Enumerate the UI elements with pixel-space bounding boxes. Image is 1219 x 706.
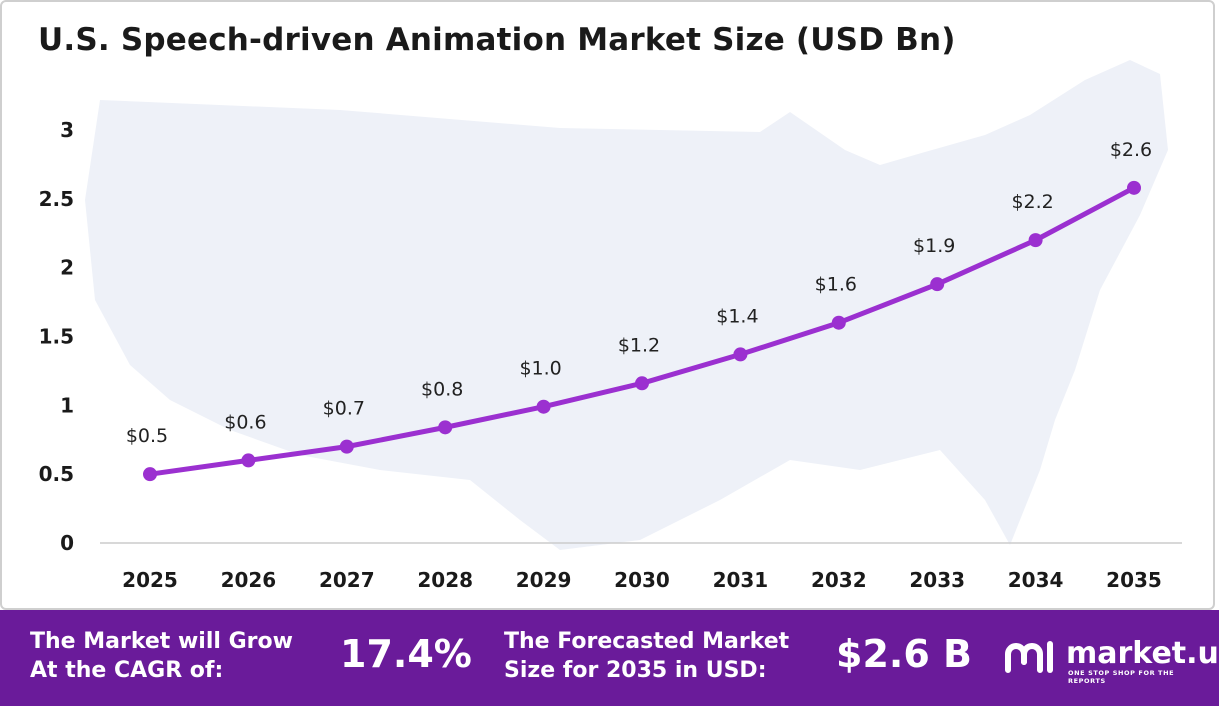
logo-name: market.us — [1066, 636, 1219, 671]
x-tick-label: 2033 — [909, 568, 965, 592]
x-tick-label: 2030 — [614, 568, 670, 592]
x-tick-label: 2026 — [221, 568, 277, 592]
data-label: $2.6 — [1110, 139, 1152, 161]
data-point — [143, 467, 157, 482]
data-point — [536, 399, 551, 414]
data-label: $1.4 — [716, 305, 758, 327]
data-label: $0.8 — [421, 378, 463, 400]
data-point — [241, 453, 256, 468]
y-tick-label: 2.5 — [39, 187, 74, 211]
data-point — [1127, 180, 1141, 195]
data-label: $0.5 — [126, 425, 168, 447]
data-point — [831, 315, 846, 330]
data-label: $1.9 — [913, 235, 955, 257]
marketus-logo: market.us ONE STOP SHOP FOR THE REPORTS — [1004, 636, 1219, 685]
data-point — [438, 420, 453, 435]
data-label: $0.6 — [224, 411, 266, 433]
data-point — [1028, 233, 1043, 248]
data-point — [339, 439, 354, 454]
y-tick-label: 1 — [60, 393, 74, 417]
logo-tagline: ONE STOP SHOP FOR THE REPORTS — [1068, 669, 1175, 685]
y-tick-label: 2 — [60, 256, 74, 280]
us-map-background — [85, 60, 1168, 550]
x-tick-label: 2028 — [417, 568, 473, 592]
cagr-caption: The Market will Grow At the CAGR of: — [30, 629, 293, 683]
forecast-value: $2.6 B — [836, 632, 972, 676]
data-point — [930, 277, 945, 292]
y-tick-label: 0 — [60, 531, 74, 555]
x-tick-label: 2027 — [319, 568, 375, 592]
data-label: $0.7 — [323, 398, 365, 420]
cagr-value: 17.4% — [340, 632, 472, 676]
x-tick-label: 2035 — [1106, 568, 1162, 592]
x-tick-label: 2034 — [1008, 568, 1064, 592]
x-tick-label: 2029 — [516, 568, 572, 592]
y-tick-label: 1.5 — [39, 325, 74, 349]
chart-title: U.S. Speech-driven Animation Market Size… — [38, 22, 956, 58]
data-point — [635, 376, 649, 391]
x-tick-label: 2031 — [713, 568, 769, 592]
data-label: $2.2 — [1011, 191, 1053, 213]
line-chart: 0 0.5 1 1.5 2 2.5 3 2025 2026 2027 2028 2029 2030 203… — [39, 60, 1182, 592]
data-label: $1.6 — [815, 274, 857, 296]
y-tick-label: 0.5 — [39, 462, 74, 486]
marketus-logo-icon — [1005, 641, 1053, 673]
x-tick-label: 2025 — [122, 568, 178, 592]
data-label: $1.2 — [618, 334, 660, 356]
summary-banner: The Market will Grow At the CAGR of: 17.… — [0, 610, 1219, 706]
forecast-caption: The Forecasted Market Size for 2035 in U… — [504, 629, 790, 683]
y-tick-label: 3 — [60, 118, 74, 142]
data-point — [733, 347, 748, 362]
data-label: $1.0 — [519, 358, 561, 380]
x-tick-label: 2032 — [811, 568, 867, 592]
